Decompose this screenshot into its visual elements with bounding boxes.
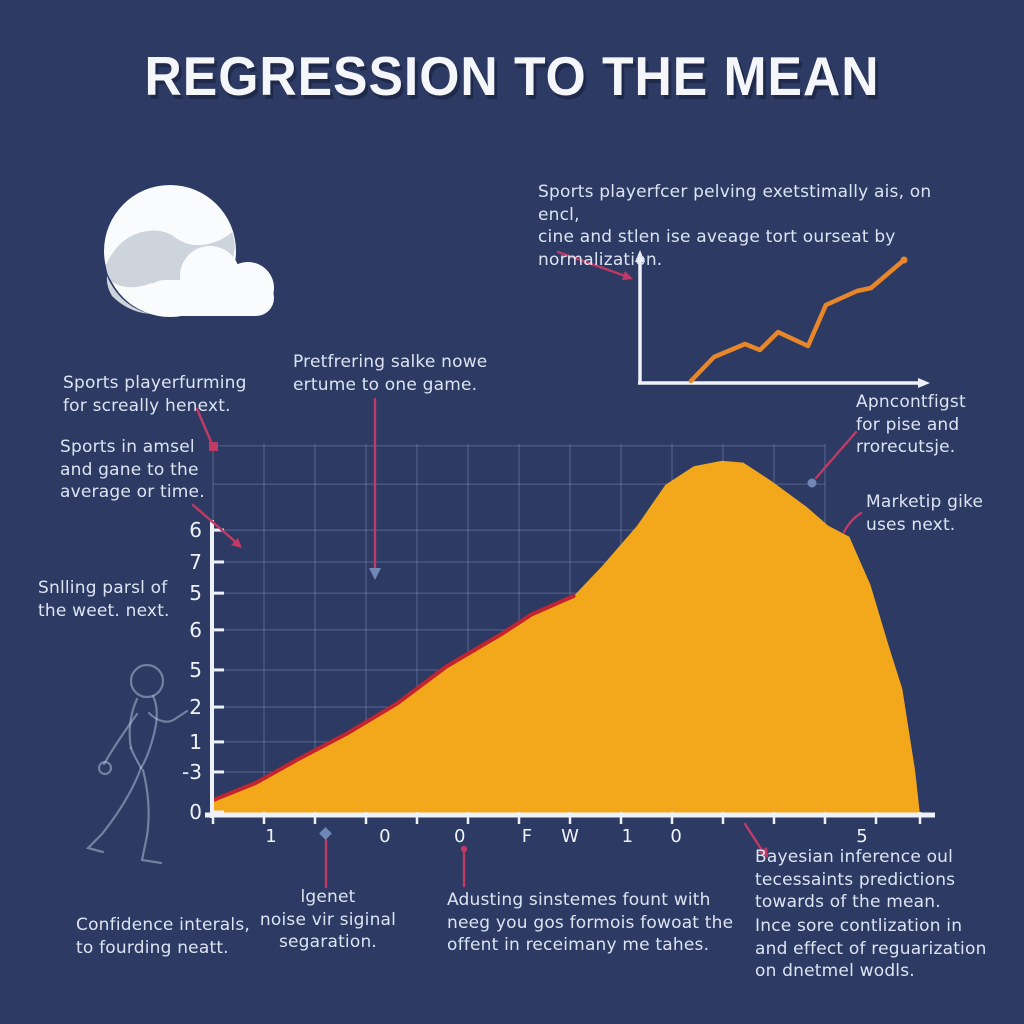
annotation-adjusting: Adusting sinstemes fount with neeg you g… (447, 890, 734, 956)
x-axis-label: 0 (379, 826, 390, 847)
markers (209, 442, 817, 853)
y-axis-label: 0 (189, 800, 202, 824)
area-series (213, 460, 920, 815)
line-marketip (842, 511, 863, 534)
annotation-mid-top: Pretfrering salke nowe ertume to one gam… (293, 352, 488, 395)
walking-person-icon (85, 663, 189, 865)
mini-line-series (688, 257, 907, 384)
annotation-left-top: Sports playerfurming for screally henext… (63, 373, 247, 416)
annotation-arrows (191, 250, 863, 889)
marker-dot-red (460, 845, 468, 853)
arrow-average-to-axis (191, 503, 240, 546)
mini-y-axis-arrowhead (635, 250, 645, 262)
arrow-to-grid-corner (195, 407, 214, 446)
page-title: REGRESSION TO THE MEAN (144, 45, 880, 107)
annotation-noise: lgenet noise vir siginal segaration. (259, 887, 397, 953)
marker-arrowhead-blue (369, 568, 381, 580)
y-axis-label: 2 (189, 695, 202, 719)
area-red-edge (211, 594, 576, 803)
y-axis-label: 1 (189, 730, 202, 754)
y-axis-label: 5 (189, 581, 202, 605)
arrow-average-head (231, 538, 242, 548)
x-axis-label: 5 (856, 826, 867, 847)
x-axis-label: 0 (454, 826, 465, 847)
y-axis-label: 6 (189, 518, 202, 542)
main-area-chart: 6 7 5 6 5 2 1 -3 0 1 0 0 F W 1 0 5 (182, 444, 935, 847)
annotation-top-right: Sports playerfcer pelving exetstimally a… (538, 182, 932, 270)
mini-line-chart (635, 250, 930, 388)
arrow-to-mini-chart (556, 250, 630, 279)
mini-line-endpoint (900, 256, 908, 264)
annotation-left-lower: Snlling parsl of the weet. next. (38, 578, 170, 621)
annotation-regularization: Ince sore contlization in and effect of … (755, 916, 987, 982)
annotation-right-mid: Marketip gike uses next. (866, 492, 984, 535)
x-axis-label: W (561, 826, 579, 847)
marker-diamond-blue (319, 827, 332, 840)
annotation-bayesian: Bayesian inference oul tecessaints predi… (755, 847, 956, 913)
marker-square-red (209, 442, 218, 451)
x-axis-label: 0 (670, 826, 681, 847)
mini-x-axis-arrowhead (918, 378, 930, 388)
arrow-to-mini-chart-head (622, 271, 633, 280)
cloud-icon (104, 185, 274, 317)
y-axis-label: 6 (189, 618, 202, 642)
line-apncontfigst (814, 430, 858, 480)
x-axis-label: 1 (265, 826, 276, 847)
annotation-confidence: Confidence interals, to fourding neatt. (76, 915, 250, 958)
annotation-left-mid: Sports in amsel and gane to the average … (60, 437, 205, 503)
x-axis-label: 1 (622, 826, 633, 847)
y-axis-label: 5 (189, 658, 202, 682)
y-axis-label: 7 (189, 550, 202, 574)
x-axis-label: F (522, 826, 532, 847)
annotation-right-top: Apncontfigst for pise and rrorecutsje. (856, 392, 966, 458)
y-axis-label: -3 (182, 760, 202, 784)
marker-dot-blue (807, 478, 817, 488)
arrow-bayesian (743, 822, 767, 857)
arrow-bayesian-head (758, 847, 768, 858)
